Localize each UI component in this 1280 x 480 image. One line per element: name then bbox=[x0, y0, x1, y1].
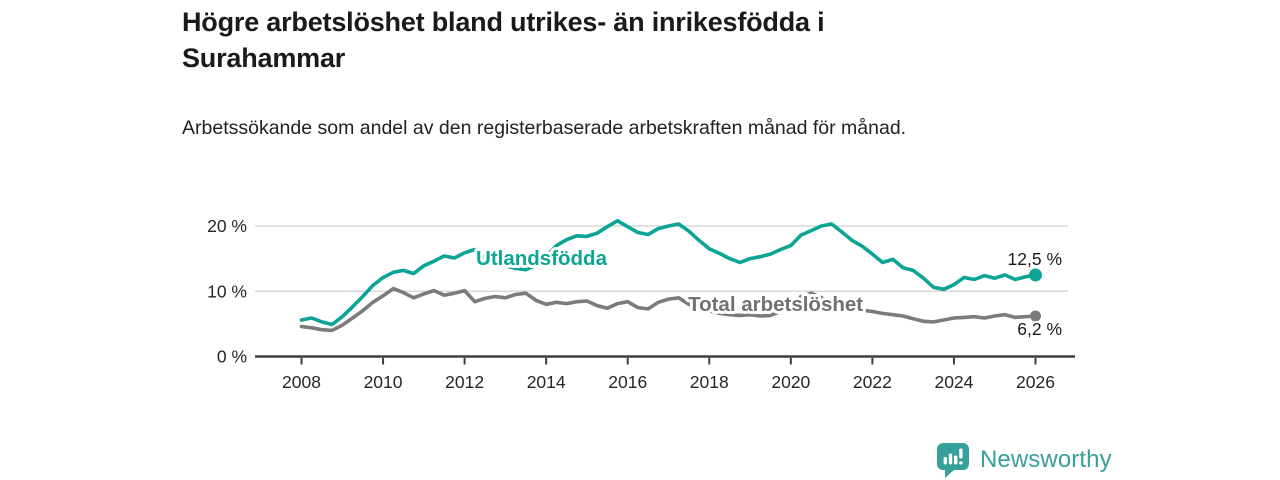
x-tick-label: 2018 bbox=[690, 372, 729, 392]
series-label-utlandsfodda: Utlandsfödda bbox=[476, 247, 608, 270]
series-end-dot-total-arbetsloshet bbox=[1030, 310, 1041, 322]
series-end-value-utlandsfodda: 12,5 % bbox=[1008, 249, 1062, 269]
x-tick-label: 2008 bbox=[282, 372, 321, 392]
y-tick-label: 20 % bbox=[207, 216, 247, 236]
y-tick-label: 0 % bbox=[217, 347, 247, 367]
newsworthy-bar-chart-icon bbox=[937, 443, 969, 478]
x-tick-label: 2024 bbox=[934, 372, 973, 392]
x-tick-label: 2026 bbox=[1016, 372, 1055, 392]
chart-subtitle: Arbetssökande som andel av den registerb… bbox=[182, 117, 907, 139]
x-tick-label: 2016 bbox=[608, 372, 647, 392]
series-end-value-total-arbetsloshet: 6,2 % bbox=[1017, 319, 1062, 339]
series-line-total-arbetsloshet bbox=[299, 286, 1038, 333]
x-tick-label: 2012 bbox=[445, 372, 484, 392]
series-label-total-arbetsloshet: Total arbetslöshet bbox=[688, 293, 863, 316]
x-tick-label: 2014 bbox=[527, 372, 566, 392]
x-tick-label: 2020 bbox=[771, 372, 810, 392]
newsworthy-logo: Newsworthy bbox=[936, 442, 1112, 478]
x-tick-label: 2022 bbox=[853, 372, 892, 392]
newsworthy-logo-text: Newsworthy bbox=[980, 446, 1112, 473]
y-tick-label: 10 % bbox=[207, 281, 247, 301]
series-end-dot-utlandsfodda bbox=[1029, 268, 1042, 282]
chart-title: Högre arbetslöshet bland utrikes- än inr… bbox=[182, 7, 825, 73]
x-tick-label: 2010 bbox=[364, 372, 403, 392]
series-line-utlandsfodda bbox=[299, 219, 1038, 327]
